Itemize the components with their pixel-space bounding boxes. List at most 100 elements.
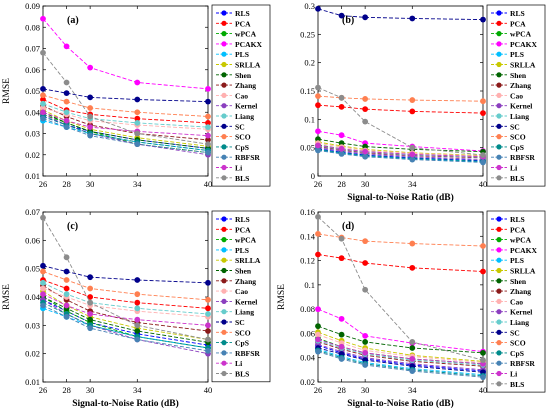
data-point-liang	[134, 305, 141, 312]
y-tick-label: 0.12	[300, 256, 315, 266]
data-point-bls	[338, 235, 345, 242]
legend-marker	[496, 113, 502, 119]
legend-marker	[496, 370, 502, 377]
x-tick-label: 40	[204, 385, 213, 395]
data-point-liang	[40, 100, 46, 107]
data-point-li	[63, 117, 70, 124]
data-point-bls	[87, 113, 94, 120]
legend-marker	[221, 329, 227, 335]
data-point-li	[205, 132, 211, 139]
x-tick-label: 30	[86, 385, 95, 395]
legend-marker	[221, 51, 227, 57]
series-line-kernel	[42, 299, 209, 355]
legend-entry: Shen	[510, 71, 527, 80]
y-tick-label: 0.3	[304, 1, 315, 11]
legend-marker	[496, 154, 502, 160]
data-point-shen	[480, 349, 486, 356]
y-tick-label: 0.02	[25, 150, 40, 160]
data-point-bls	[40, 214, 46, 221]
legend-marker	[221, 144, 227, 150]
legend-entry: RBFSR	[510, 153, 535, 162]
chart-panel-c: 0.01 0.02 0.03 0.04 0.05 0.06 0.07 26 28 30 34 40 Si…	[2, 207, 271, 409]
data-point-shen	[315, 323, 321, 330]
x-tick-label: 30	[86, 179, 95, 189]
data-point-rbfsr	[338, 151, 345, 157]
plot-frame	[42, 5, 209, 177]
data-point-bls	[362, 118, 369, 125]
series-line-liang	[317, 145, 484, 158]
data-point-bls	[40, 49, 46, 56]
legend-marker	[496, 267, 502, 274]
data-point-bls	[134, 322, 141, 329]
legend-entry: PLS	[510, 50, 524, 59]
legend-entry: Zhang	[510, 81, 531, 90]
legend-entry: PCA	[510, 225, 526, 234]
y-tick-label: 0.1	[304, 280, 315, 290]
data-point-liang	[63, 291, 70, 298]
data-point-sco	[134, 109, 141, 116]
data-point-cao	[40, 285, 46, 292]
legend-entry: Cao	[510, 297, 523, 306]
data-point-bls	[315, 84, 321, 91]
legend-entry: Zhang	[235, 277, 256, 286]
legend-entry: SRLLA	[235, 61, 261, 70]
data-point-rbfsr	[40, 115, 46, 122]
data-point-shen	[87, 316, 94, 323]
y-axis-label: RMSE	[2, 284, 12, 310]
y-tick-label: 0.05	[25, 264, 40, 274]
legend-entry: CpS	[235, 339, 249, 348]
data-point-rbfsr	[205, 347, 211, 354]
x-axis-label: Signal-to-Noise Ratio (dB)	[347, 192, 454, 203]
series-line-cps	[317, 148, 484, 162]
data-point-sco	[480, 243, 486, 249]
data-point-sco	[409, 97, 416, 103]
legend-entry: SC	[510, 328, 520, 337]
series-line-sco	[317, 95, 484, 102]
x-axis-label: Signal-to-Noise Ratio (dB)	[72, 398, 179, 409]
data-point-pcakx	[40, 15, 46, 22]
series-line-pls	[317, 149, 484, 163]
legend-entry: Kernel	[235, 297, 257, 306]
x-tick-label: 26	[314, 179, 323, 189]
data-point-bls	[480, 357, 486, 364]
data-point-sc	[87, 94, 94, 101]
data-point-rbfsr	[362, 362, 369, 368]
data-point-pcakx	[134, 79, 141, 86]
legend-marker	[496, 123, 502, 129]
y-tick-label: 0.08	[25, 22, 40, 32]
legend-entry: SC	[235, 122, 245, 131]
legend-marker	[221, 20, 227, 26]
x-tick-label: 34	[408, 385, 417, 395]
legend-entry: wPCA	[235, 30, 257, 39]
chart-panel-b: 0 0.05 0.1 0.15 0.2 0.25 0.3 26 28 30 34 40 Signal-t…	[300, 1, 546, 203]
data-point-li	[409, 151, 416, 158]
legend-entry: PCA	[510, 19, 526, 28]
y-tick-label: 0.2	[304, 58, 315, 68]
x-tick-label: 26	[39, 179, 48, 189]
x-tick-label: 28	[62, 385, 71, 395]
y-tick-label: 0.06	[25, 235, 40, 245]
chart-panel-d: 0.02 0.04 0.06 0.08 0.1 0.12 0.14 0.16 26 28 30 34 4…	[277, 207, 546, 409]
legend-marker	[496, 103, 502, 109]
data-point-sco	[40, 268, 46, 275]
data-point-pcakx	[315, 128, 321, 135]
legend-entry: CpS	[510, 143, 524, 152]
data-point-pca	[40, 96, 46, 103]
data-point-rbfsr	[87, 325, 94, 332]
data-point-sc	[409, 15, 416, 22]
data-point-bls	[409, 144, 416, 151]
legend-entry: SRLLA	[510, 267, 536, 276]
legend-entry: RLS	[235, 215, 250, 224]
data-point-liang	[63, 109, 70, 116]
data-point-sco	[480, 98, 486, 105]
y-tick-label: 0.14	[300, 231, 316, 241]
legend-entry: wPCA	[235, 236, 257, 245]
data-point-sco	[63, 277, 70, 283]
legend-entry: RLS	[235, 9, 250, 18]
legend-marker	[221, 92, 227, 98]
data-point-pcakx	[362, 332, 369, 339]
y-tick-label: 0.08	[300, 304, 315, 314]
data-point-rbfsr	[134, 141, 141, 148]
legend-marker	[496, 360, 502, 366]
